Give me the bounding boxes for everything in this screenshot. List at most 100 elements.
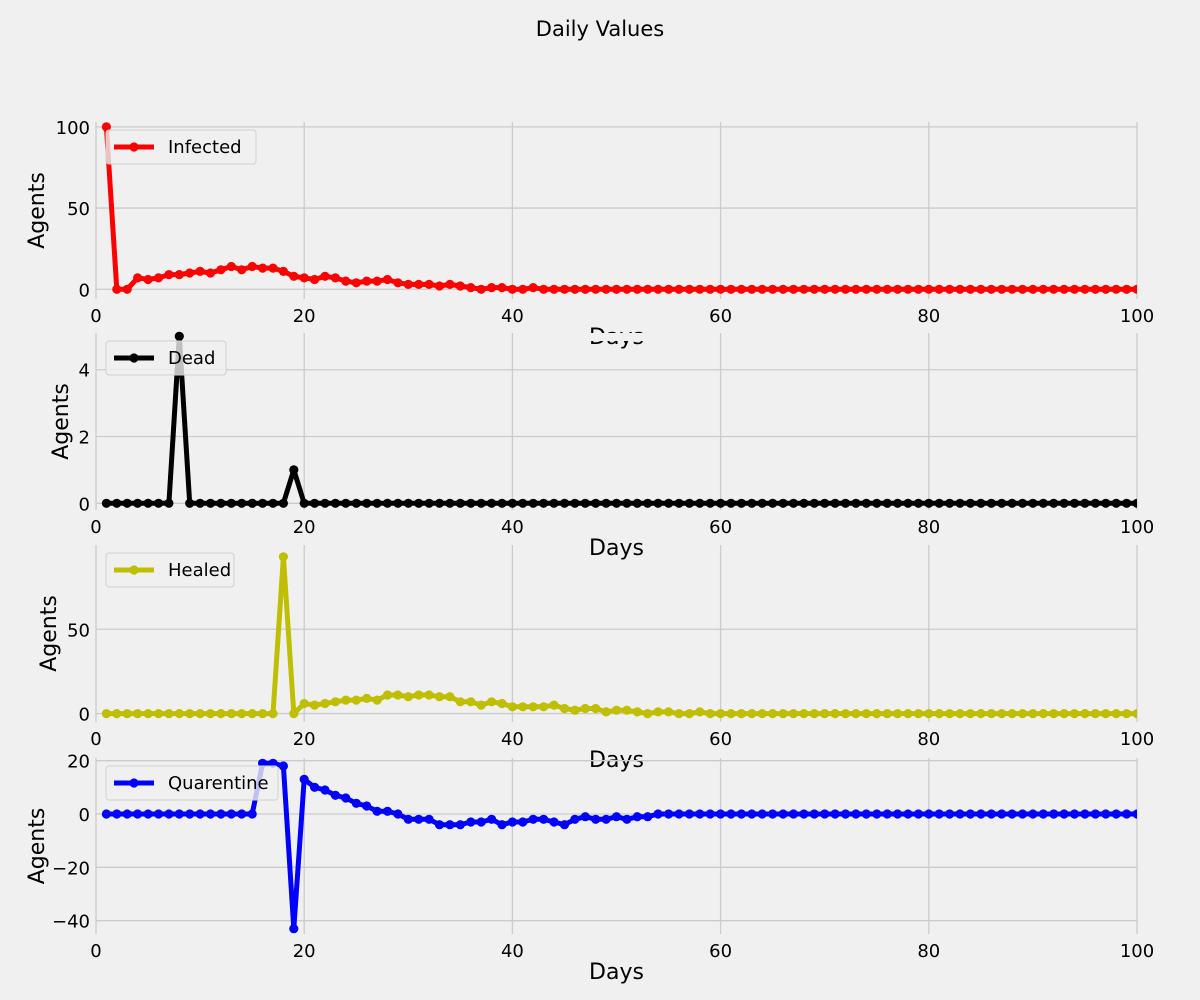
data-point <box>559 498 570 508</box>
data-point <box>840 498 851 508</box>
data-point <box>455 697 465 707</box>
data-point <box>778 284 788 294</box>
data-point <box>664 284 674 294</box>
data-point <box>424 498 434 508</box>
data-point <box>580 284 590 294</box>
data-point <box>549 498 559 508</box>
data-point <box>518 498 528 508</box>
data-point <box>809 498 819 508</box>
figure-suptitle: Daily Values <box>536 17 664 41</box>
data-point <box>768 709 778 719</box>
data-point <box>143 274 153 285</box>
data-point <box>726 498 736 508</box>
data-point <box>268 709 278 719</box>
data-point <box>622 498 632 508</box>
data-point <box>258 498 268 508</box>
data-point <box>695 809 705 819</box>
data-point <box>434 820 445 830</box>
data-point <box>716 498 726 508</box>
data-point <box>882 498 892 508</box>
data-point <box>382 498 393 508</box>
data-point <box>1111 498 1121 508</box>
x-tick-label: 0 <box>90 517 101 538</box>
data-point <box>455 820 465 830</box>
y-tick-label: 0 <box>79 280 90 301</box>
data-point <box>382 274 393 285</box>
data-point <box>330 273 340 283</box>
data-point <box>893 284 903 294</box>
data-point <box>1049 284 1059 294</box>
data-point <box>1017 809 1028 819</box>
data-point <box>403 814 413 824</box>
x-axis-label: Days <box>589 960 644 985</box>
data-point <box>736 809 747 819</box>
data-point <box>153 709 164 719</box>
data-point <box>1132 709 1137 719</box>
data-point <box>872 498 882 508</box>
data-point <box>393 690 403 700</box>
data-point <box>997 498 1007 508</box>
data-point <box>101 709 111 719</box>
data-point <box>341 276 351 286</box>
data-point <box>341 498 351 508</box>
data-point <box>591 284 601 294</box>
data-point <box>237 709 247 719</box>
data-point <box>1028 809 1038 819</box>
y-tick-label: 0 <box>79 494 90 515</box>
x-tick-label: 60 <box>709 306 732 327</box>
data-point <box>955 709 965 719</box>
data-point <box>362 498 372 508</box>
data-point <box>768 284 778 294</box>
data-point <box>164 498 174 508</box>
data-point <box>299 698 309 709</box>
x-tick-label: 40 <box>501 941 524 962</box>
data-point <box>684 709 695 719</box>
data-point <box>913 284 924 294</box>
data-point <box>799 284 809 294</box>
data-point <box>986 709 996 719</box>
data-point <box>372 806 382 816</box>
data-point <box>174 709 184 719</box>
data-point <box>487 697 497 707</box>
legend-box <box>105 129 257 165</box>
y-tick-label: 20 <box>67 752 90 773</box>
data-point <box>809 284 819 294</box>
x-tick-label: 40 <box>501 306 524 327</box>
data-point <box>997 709 1007 719</box>
data-point <box>705 284 715 294</box>
data-point <box>216 709 226 719</box>
data-point <box>580 498 590 508</box>
data-point <box>695 498 705 508</box>
x-tick-label: 100 <box>1120 306 1154 327</box>
data-point <box>1038 709 1048 719</box>
data-point <box>393 809 403 819</box>
data-point <box>820 284 830 294</box>
data-point <box>414 498 424 508</box>
data-point <box>580 703 590 714</box>
data-point <box>747 809 757 819</box>
legend: Infected <box>105 129 257 165</box>
y-axis-label: Agents <box>25 172 50 249</box>
data-point <box>872 809 882 819</box>
data-point <box>497 820 507 830</box>
data-point <box>1017 498 1028 508</box>
data-point <box>1080 709 1090 719</box>
data-point <box>528 702 538 712</box>
data-point <box>601 814 611 824</box>
data-point <box>965 498 976 508</box>
data-point <box>539 498 549 508</box>
data-point <box>570 284 580 294</box>
data-point <box>133 809 143 819</box>
y-tick-label: −20 <box>52 858 90 879</box>
data-point <box>164 709 174 719</box>
data-point <box>851 498 861 508</box>
data-point <box>258 709 268 719</box>
legend-marker <box>129 142 139 152</box>
data-point <box>518 702 528 712</box>
data-point <box>747 498 757 508</box>
data-point <box>591 498 601 508</box>
data-point <box>1069 284 1080 294</box>
x-tick-label: 100 <box>1120 941 1154 962</box>
data-point <box>820 498 830 508</box>
data-point <box>226 709 236 719</box>
